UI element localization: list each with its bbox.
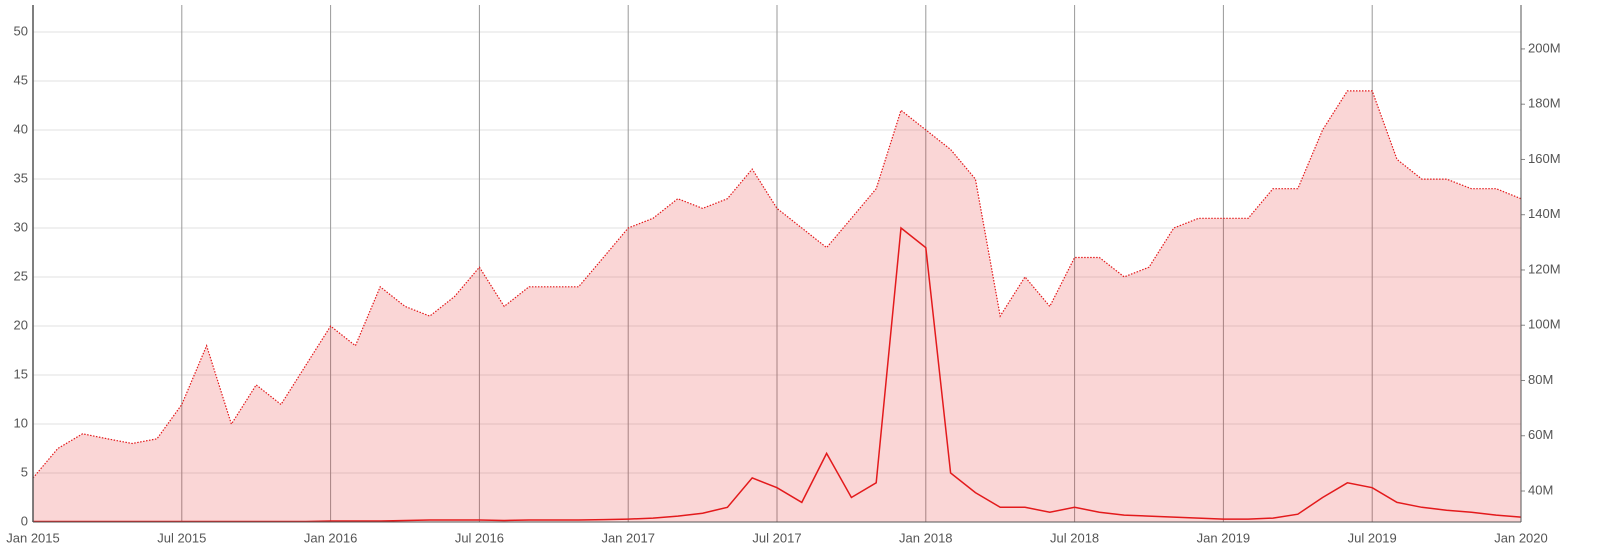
y-tick-label: 30: [14, 219, 28, 234]
y-tick-label: 0: [21, 513, 28, 528]
y2-tick-label: 160M: [1528, 151, 1561, 166]
x-tick-label: Jan 2019: [1197, 530, 1251, 545]
y-tick-label: 35: [14, 170, 28, 185]
x-tick-label: Jan 2020: [1494, 530, 1548, 545]
x-tick-label: Jul 2017: [752, 530, 801, 545]
y2-tick-label: 60M: [1528, 427, 1553, 442]
y-tick-label: 10: [14, 415, 28, 430]
y2-tick-label: 40M: [1528, 482, 1553, 497]
x-tick-label: Jan 2016: [304, 530, 358, 545]
y2-tick-label: 100M: [1528, 317, 1561, 332]
x-tick-label: Jan 2018: [899, 530, 953, 545]
y-tick-label: 40: [14, 121, 28, 136]
y-tick-label: 50: [14, 23, 28, 38]
y-tick-label: 45: [14, 72, 28, 87]
y-tick-label: 20: [14, 317, 28, 332]
x-tick-label: Jan 2015: [6, 530, 60, 545]
x-tick-label: Jul 2015: [157, 530, 206, 545]
y-tick-label: 25: [14, 268, 28, 283]
x-tick-label: Jul 2016: [455, 530, 504, 545]
x-tick-label: Jul 2019: [1348, 530, 1397, 545]
y-tick-label: 15: [14, 366, 28, 381]
y2-tick-label: 80M: [1528, 372, 1553, 387]
y2-tick-label: 180M: [1528, 96, 1561, 111]
area-line: [32, 90, 1522, 479]
x-tick-label: Jan 2017: [601, 530, 655, 545]
x-tick-label: Jul 2018: [1050, 530, 1099, 545]
y2-tick-label: 140M: [1528, 206, 1561, 221]
y-tick-label: 5: [21, 464, 28, 479]
y2-tick-label: 120M: [1528, 261, 1561, 276]
y2-tick-label: 200M: [1528, 40, 1561, 55]
area-fill: [33, 90, 1521, 523]
